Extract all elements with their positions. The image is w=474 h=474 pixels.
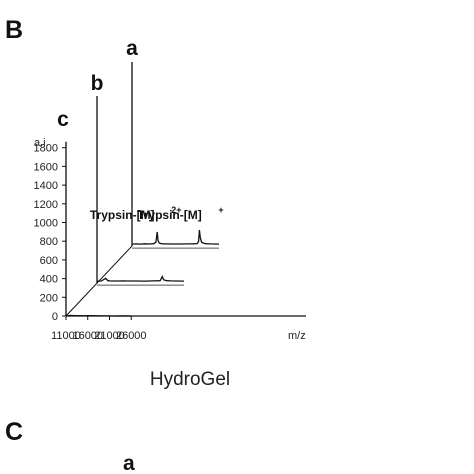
y-tick-label: 1400	[34, 180, 58, 192]
trace-label-a: a	[126, 37, 138, 60]
y-tick-label: 1600	[34, 161, 58, 173]
y-axis-label: a.i.	[34, 137, 49, 149]
y-tick-label: 600	[40, 255, 58, 267]
x-axis-label: m/z	[288, 330, 306, 342]
chart-ticks: 0 200 400 600 800 1000 1200 1400 1600 1800 1100016…	[34, 143, 147, 342]
y-tick-label: 1000	[34, 218, 58, 230]
bottom-trace-label: a	[123, 452, 135, 474]
spectrum-chart: ba c 0 200 400 600 800 1000 1200 1400 1600 1800 110…	[34, 37, 306, 342]
annotation-label: Trypsin-[M]	[90, 208, 155, 222]
series-line-b	[96, 274, 185, 282]
y-tick-label: 1800	[34, 143, 58, 155]
annotation-superscript: +	[218, 205, 223, 215]
annotation-label: Trypsin-[M]	[137, 208, 202, 222]
trace-label-b: b	[91, 72, 104, 95]
y-tick-label: 800	[40, 236, 58, 248]
x-tick-label: 26000	[116, 330, 147, 342]
figure-caption: HydroGel	[150, 369, 230, 390]
series-line-a	[131, 230, 220, 245]
trace-label-c: c	[57, 108, 69, 131]
x-tick-label: 11000	[51, 330, 81, 342]
chart-annotations: Trypsin-[M] 2+Trypsin-[M] +	[90, 205, 224, 222]
y-tick-label: 0	[52, 311, 58, 323]
panel-label-b: B	[5, 16, 23, 44]
x-tick-label: 21000	[94, 330, 125, 342]
panel-label-c: C	[5, 418, 23, 446]
series-line-c	[65, 314, 132, 317]
y-tick-label: 400	[40, 274, 58, 286]
chart-series	[65, 230, 220, 317]
annotation-superscript: 2+	[171, 205, 181, 215]
y-tick-label: 1200	[34, 199, 58, 211]
x-tick-label: 16000	[72, 330, 103, 342]
chart-axes: ba c	[57, 37, 306, 317]
y-tick-label: 200	[40, 292, 58, 304]
